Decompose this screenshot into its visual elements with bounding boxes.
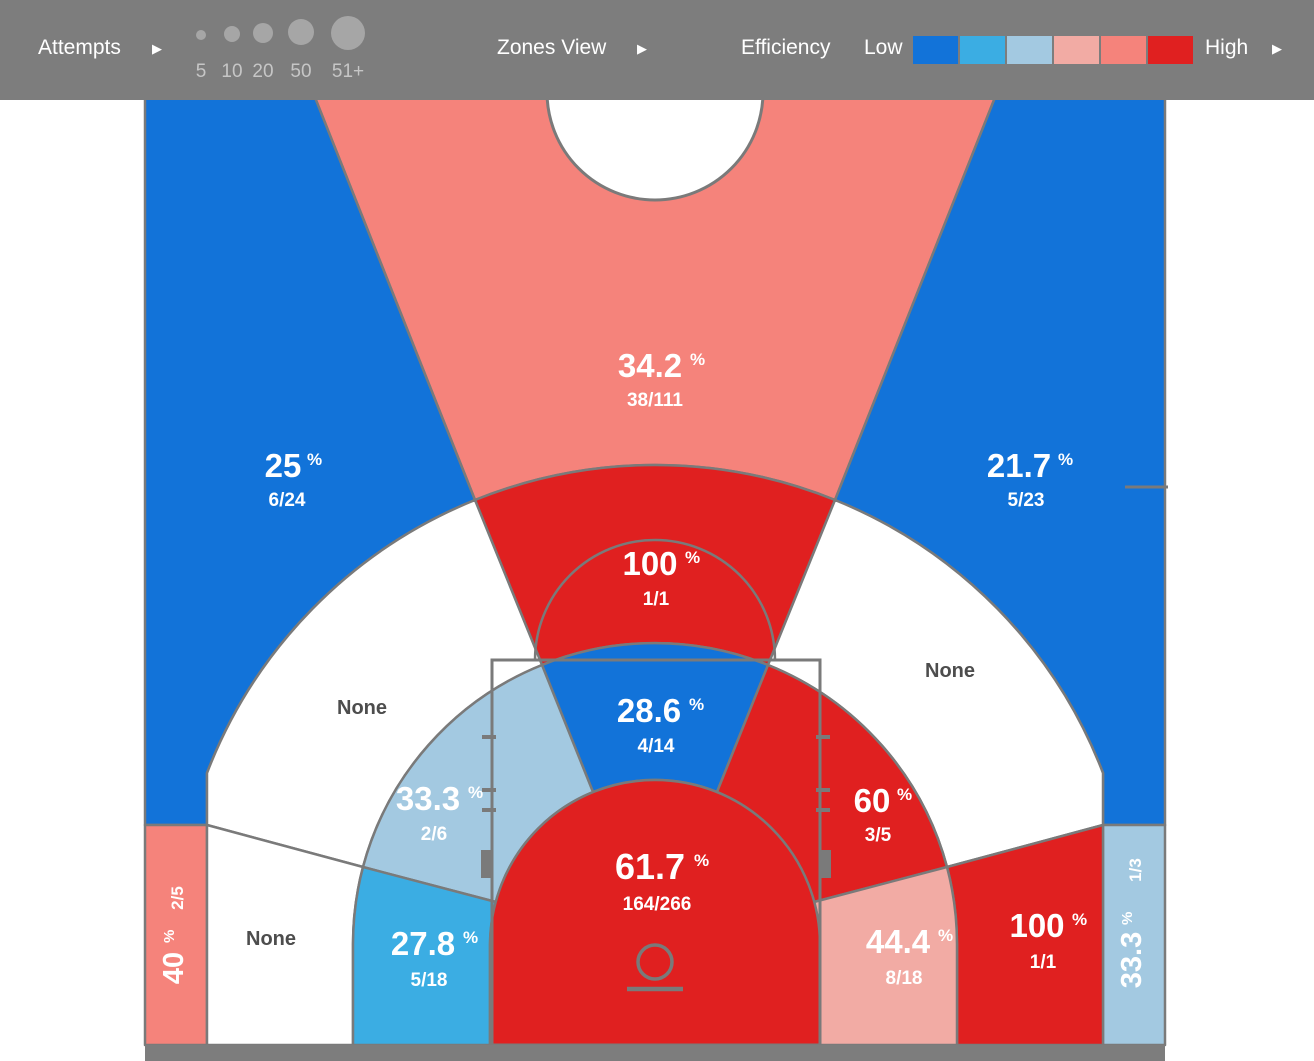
pct-sign: %: [468, 783, 483, 802]
attempts-dot-50: [288, 19, 314, 45]
free-throw-arc: [533, 538, 777, 661]
baseline-band: [145, 1045, 1165, 1061]
shot-chart-court: 34.2 % 38/111 25 % 6/24 21.7 % 5/23 100 …: [143, 100, 1168, 1061]
efficiency-expand-arrow-icon[interactable]: ▶: [1272, 41, 1282, 56]
zone-pct-right-corner: 33.3: [1116, 932, 1148, 988]
zone-frac-right-elbow: 3/5: [865, 825, 892, 846]
efficiency-swatch-2: [960, 36, 1005, 64]
attempts-size-legend: 5 10 20 50 51+: [196, 16, 365, 82]
zone-frac-right-baseline: 1/1: [1030, 952, 1057, 973]
efficiency-swatch-1: [913, 36, 958, 64]
hoop-icon: [636, 943, 674, 981]
zone-frac-right-low-post: 8/18: [886, 968, 923, 989]
zone-pct-paint-top: 28.6: [617, 692, 681, 729]
zone-pct-outer-top: 100: [622, 545, 677, 582]
attempts-dot-10: [224, 26, 240, 42]
pct-sign: %: [685, 548, 700, 567]
lane-block-left: [481, 850, 493, 878]
zones-view-label: Zones View: [497, 36, 607, 59]
zones-view-expand-arrow-icon[interactable]: ▶: [637, 41, 647, 56]
attempts-size-50: 50: [290, 61, 311, 82]
zone-pct-left-elbow: 33.3: [396, 780, 460, 817]
zone-pct-left-corner: 40: [158, 952, 190, 984]
attempts-label: Attempts: [38, 36, 121, 59]
zone-none-outer-right: None: [925, 660, 975, 682]
zone-frac-right-corner: 1/3: [1126, 858, 1145, 882]
efficiency-color-scale: [913, 36, 1193, 64]
pct-sign: %: [307, 450, 322, 469]
zone-pct-left-low-post: 27.8: [391, 925, 455, 962]
toolbar: Attempts ▶ 5 10 20 50 51+ Zones View ▶ E…: [0, 0, 1314, 100]
zone-frac-paint-top: 4/14: [638, 736, 675, 757]
attempts-size-51p: 51+: [332, 61, 364, 82]
zone-pct-top-arc: 34.2: [618, 347, 682, 384]
zone-pct-right-elbow: 60: [854, 782, 891, 819]
zone-frac-restricted: 164/266: [623, 894, 692, 915]
zone-pct-right-low-post: 44.4: [866, 923, 931, 960]
pct-sign: %: [1119, 912, 1136, 925]
zone-none-left-baseline: None: [246, 928, 296, 950]
zone-frac-left-corner: 2/5: [168, 886, 187, 910]
zone-frac-outer-top: 1/1: [643, 589, 670, 610]
zone-label-right-corner: 33.3 %: [1116, 912, 1148, 989]
pct-sign: %: [938, 926, 953, 945]
pct-sign: %: [689, 695, 704, 714]
efficiency-low-label: Low: [864, 36, 903, 59]
pct-sign: %: [690, 350, 705, 369]
lane-block-right: [819, 850, 831, 878]
attempts-dot-51p: [331, 16, 365, 50]
pct-sign: %: [694, 851, 709, 870]
zone-frac-top-arc: 38/111: [627, 390, 683, 411]
efficiency-swatch-5: [1101, 36, 1146, 64]
zone-pct-left-wing: 25: [265, 447, 302, 484]
zone-restricted-area[interactable]: [488, 778, 822, 1047]
pct-sign: %: [1058, 450, 1073, 469]
efficiency-swatch-4: [1054, 36, 1099, 64]
zone-frac-left-low-post: 5/18: [411, 970, 448, 991]
zone-label-left-corner: 40 %: [158, 930, 190, 984]
attempts-size-20: 20: [252, 61, 273, 82]
zone-frac-right-corner-group: 1/3: [1126, 858, 1145, 882]
attempts-size-10: 10: [221, 61, 242, 82]
efficiency-high-label: High: [1205, 36, 1249, 59]
attempts-dot-20: [253, 23, 273, 43]
zone-frac-left-corner-group: 2/5: [168, 886, 187, 910]
efficiency-swatch-6: [1148, 36, 1193, 64]
zone-pct-right-wing: 21.7: [987, 447, 1051, 484]
half-court-center-circle: [545, 100, 765, 202]
efficiency-label: Efficiency: [741, 36, 831, 59]
zone-pct-restricted: 61.7: [615, 846, 685, 887]
attempts-dot-5: [196, 30, 206, 40]
zone-frac-left-elbow: 2/6: [421, 824, 447, 845]
zone-pct-right-baseline: 100: [1009, 907, 1064, 944]
pct-sign: %: [897, 785, 912, 804]
zone-frac-right-wing: 5/23: [1008, 490, 1045, 511]
zone-frac-left-wing: 6/24: [269, 490, 306, 511]
attempts-size-5: 5: [196, 61, 207, 82]
zone-none-outer-left: None: [337, 697, 387, 719]
pct-sign: %: [463, 928, 478, 947]
pct-sign: %: [1072, 910, 1087, 929]
efficiency-swatch-3: [1007, 36, 1052, 64]
attempts-expand-arrow-icon[interactable]: ▶: [152, 41, 162, 56]
lane-hash-marks: [482, 735, 830, 812]
pct-sign: %: [161, 930, 178, 943]
